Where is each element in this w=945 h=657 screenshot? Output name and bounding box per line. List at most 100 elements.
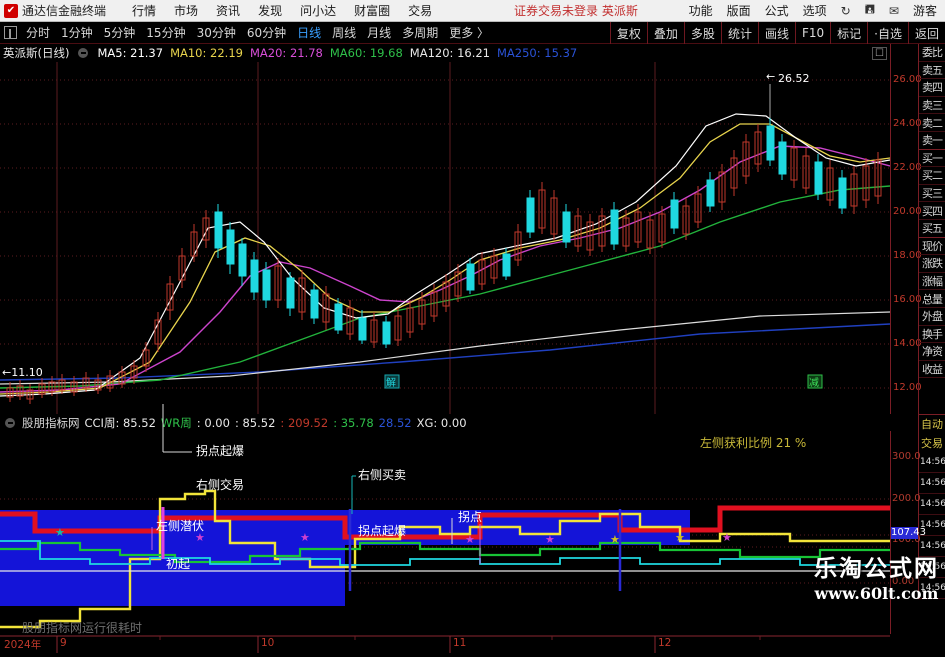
- symbol-title: 英派斯(日线): [3, 46, 70, 60]
- period-15min[interactable]: 15分钟: [146, 26, 186, 40]
- trade-time-2: 14:56: [919, 494, 945, 515]
- period-1min[interactable]: 1分钟: [61, 26, 93, 40]
- mail-icon[interactable]: ✉: [888, 3, 899, 18]
- x-label-year: 2024年: [4, 639, 42, 651]
- svg-text:★: ★: [55, 526, 65, 539]
- red-signal-line: [0, 505, 890, 540]
- save-icon[interactable]: 🖪: [864, 2, 875, 16]
- ob-row-buy5: 买五: [919, 220, 945, 238]
- tool-zixuan[interactable]: ·自选: [867, 22, 908, 44]
- period-multi[interactable]: 多周期: [402, 26, 439, 40]
- x-label-10: 10: [261, 637, 275, 649]
- period-5min[interactable]: 5分钟: [103, 26, 136, 40]
- ob-row-buy3: 买三: [919, 185, 945, 203]
- brand: ✔ 通达信金融终端: [0, 2, 106, 19]
- menu-banmian[interactable]: 版面: [726, 4, 751, 18]
- menu-xuanxiang[interactable]: 选项: [802, 4, 827, 18]
- flag-logo-icon: ✔: [4, 3, 18, 18]
- indicator-v1: : 0.00: [196, 415, 230, 430]
- dropdown-circle-icon[interactable]: [78, 48, 89, 58]
- x-label-11: 11: [453, 637, 467, 649]
- indicator-header: 股朋指标网 CCI周: 85.52 WR周 : 0.00 : 85.52 : 2…: [0, 414, 890, 431]
- ma20-label: MA20: 21.78: [249, 46, 323, 60]
- menu-gongneng[interactable]: 功能: [688, 4, 713, 18]
- ob-row-earning: 收益: [919, 361, 945, 379]
- ob-row-weibi: 委比: [919, 44, 945, 62]
- tool-huaxian[interactable]: 画线: [757, 22, 795, 44]
- indicator-v4: : 35.78: [333, 415, 374, 430]
- indicator-v5: 28.52: [378, 415, 412, 430]
- svg-text:★: ★: [300, 531, 310, 544]
- top-menu-faxian[interactable]: 发现: [258, 4, 283, 18]
- period-monthly[interactable]: 月线: [367, 26, 392, 40]
- top-menu-wenxiaoda[interactable]: 问小达: [300, 4, 337, 18]
- tool-f10[interactable]: F10: [794, 22, 830, 44]
- ma60-line: [0, 185, 891, 389]
- period-weekly[interactable]: 周线: [332, 26, 357, 40]
- period-more[interactable]: 更多 〉: [449, 26, 490, 40]
- price-scale: 26.00 24.00 22.00 20.00 18.00 16.00 14.0…: [890, 44, 922, 414]
- top-menu-caifuquan[interactable]: 财富圈: [354, 4, 391, 18]
- menu-gongshi[interactable]: 公式: [764, 4, 789, 18]
- cyan-line: [0, 540, 890, 566]
- ma250-label: MA250: 15.37: [497, 46, 578, 60]
- tool-dugu[interactable]: 多股: [683, 22, 721, 44]
- top-menu-zixun[interactable]: 资讯: [216, 4, 241, 18]
- ob-row-buy4: 买四: [919, 202, 945, 220]
- tool-fuquan[interactable]: 复权: [609, 22, 647, 44]
- trade-time-4: 14:56: [919, 536, 945, 557]
- indicator-v2: : 85.52: [234, 415, 276, 430]
- trade-time-6: 14:56: [919, 578, 945, 599]
- trade-time-5: 14:56: [919, 557, 945, 578]
- indicator-chart-pane[interactable]: ★ ★ ★ ★ ★ ★ ★ ★: [0, 431, 890, 634]
- ob-row-price: 现价: [919, 238, 945, 256]
- period-30min[interactable]: 30分钟: [196, 26, 236, 40]
- trade-time-1: 14:56: [919, 473, 945, 494]
- top-menu-hangqing[interactable]: 行情: [132, 4, 157, 18]
- anno-youce-jiaoyi: 右侧交易: [196, 478, 245, 492]
- auto-trade-button[interactable]: 自动 交易: [918, 414, 945, 454]
- layout-icon[interactable]: [4, 26, 17, 39]
- star-markers: ★ ★ ★ ★ ★ ★ ★ ★: [55, 526, 732, 546]
- anno-guaidian: 拐点: [458, 510, 483, 524]
- maximize-icon[interactable]: ☐: [872, 46, 887, 60]
- ob-row-sell2: 卖二: [919, 114, 945, 132]
- tool-biaoji[interactable]: 标记: [830, 22, 867, 44]
- top-menu-jiaoyi[interactable]: 交易: [408, 4, 433, 18]
- login-status[interactable]: 证券交易未登录 英派斯: [514, 4, 638, 18]
- price-chart-pane[interactable]: 26.52 ← ←11.10 解 减: [0, 62, 891, 414]
- tool-diejia[interactable]: 叠加: [646, 22, 684, 44]
- green-line: [0, 541, 890, 564]
- refresh-icon[interactable]: ↻: [840, 3, 851, 18]
- svg-text:★: ★: [722, 531, 732, 544]
- ob-row-netasset: 净资: [919, 343, 945, 361]
- watermark-title: 乐淘公式网: [814, 556, 939, 582]
- profit-ratio-note: 左侧获利比例 21 %: [700, 436, 807, 450]
- period-fenshi[interactable]: 分时: [26, 26, 51, 40]
- user-label[interactable]: 游客: [912, 4, 937, 18]
- chart-board: 英派斯(日线) MA5: 21.37 MA10: 22.19 MA20: 21.…: [0, 44, 945, 653]
- indicator-site: 股朋指标网: [22, 415, 80, 430]
- indicator-wr: WR周: [160, 415, 192, 430]
- period-60min[interactable]: 60分钟: [246, 26, 287, 40]
- ma120-line: [0, 311, 891, 385]
- marker-jian: 减: [809, 377, 819, 389]
- tool-fanhui[interactable]: 返回: [907, 22, 945, 44]
- top-menu-shichang[interactable]: 市场: [174, 4, 199, 18]
- period-daily[interactable]: 日线: [297, 26, 322, 40]
- sub-tick-1: 200.0: [892, 493, 921, 504]
- anno-guaidian-qibao-2: 拐点起爆: [358, 524, 407, 538]
- marker-jian-box: [807, 374, 823, 389]
- dropdown-circle-icon[interactable]: [5, 417, 15, 428]
- sub-tick-3: 0.00: [892, 576, 915, 587]
- top-right-menu: 功能 版面 公式 选项 ↻ 🖪 ✉ 游客: [689, 0, 937, 21]
- x-label-12: 12: [658, 637, 672, 649]
- ma20-line: [0, 145, 891, 393]
- tool-tongji[interactable]: 统计: [720, 22, 758, 44]
- price-tick-0: 26.00: [893, 74, 922, 85]
- marker-jie-box: [384, 374, 400, 389]
- svg-text:←: ←: [766, 70, 775, 83]
- price-tick-1: 24.00: [893, 118, 922, 129]
- svg-text:★: ★: [610, 533, 620, 546]
- watermark: 乐淘公式网 www.60lt.com: [814, 549, 939, 603]
